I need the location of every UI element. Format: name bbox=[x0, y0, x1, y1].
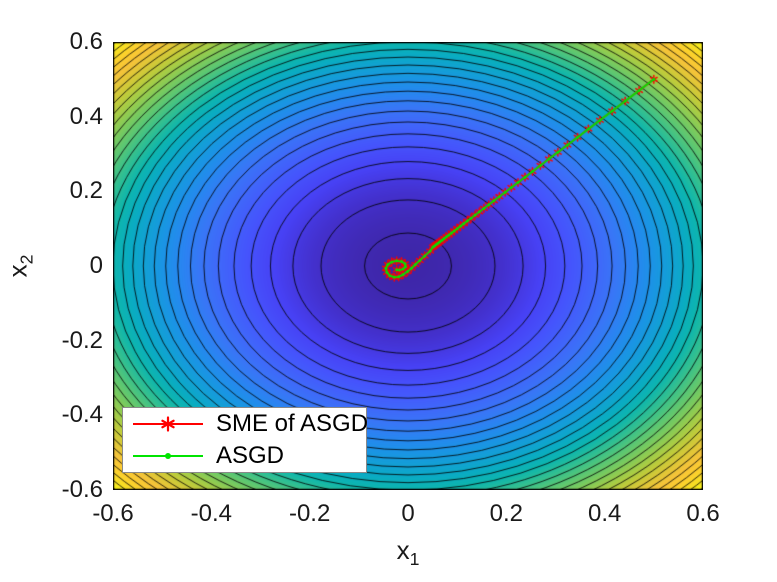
legend-label-asgd: ASGD bbox=[216, 442, 285, 469]
x-tick-label: -0.2 bbox=[288, 500, 331, 527]
y-tick-label: 0 bbox=[89, 252, 103, 279]
x-tick-label: -0.4 bbox=[190, 500, 232, 527]
x-tick-label: 0.6 bbox=[686, 500, 720, 527]
legend: SME of ASGD ASGD bbox=[122, 407, 369, 473]
y-tick-label: 0.6 bbox=[69, 28, 103, 55]
x-tick-label: -0.6 bbox=[92, 500, 134, 527]
legend-sample-sme bbox=[133, 413, 203, 435]
legend-entry-sme: SME of ASGD bbox=[123, 408, 369, 440]
y-tick-label: 0.4 bbox=[69, 102, 103, 130]
y-tick-label: -0.4 bbox=[61, 401, 103, 429]
asterisk-marker-icon bbox=[161, 416, 175, 432]
y-tick-label: 0.2 bbox=[69, 177, 103, 205]
x-tick-label: 0.4 bbox=[587, 500, 622, 527]
x-axis-label: x1 bbox=[396, 535, 420, 570]
dot-marker-icon bbox=[165, 453, 171, 459]
legend-entry-asgd: ASGD bbox=[123, 440, 366, 472]
x-tick-label: 0 bbox=[401, 500, 415, 527]
legend-sample-asgd bbox=[133, 445, 203, 467]
legend-label-sme: SME of ASGD bbox=[216, 410, 369, 437]
y-axis-label: x2 bbox=[2, 254, 37, 278]
x-tick-label: 0.2 bbox=[489, 500, 524, 527]
y-tick-label: -0.2 bbox=[61, 326, 103, 354]
y-tick-label: -0.6 bbox=[61, 476, 103, 503]
